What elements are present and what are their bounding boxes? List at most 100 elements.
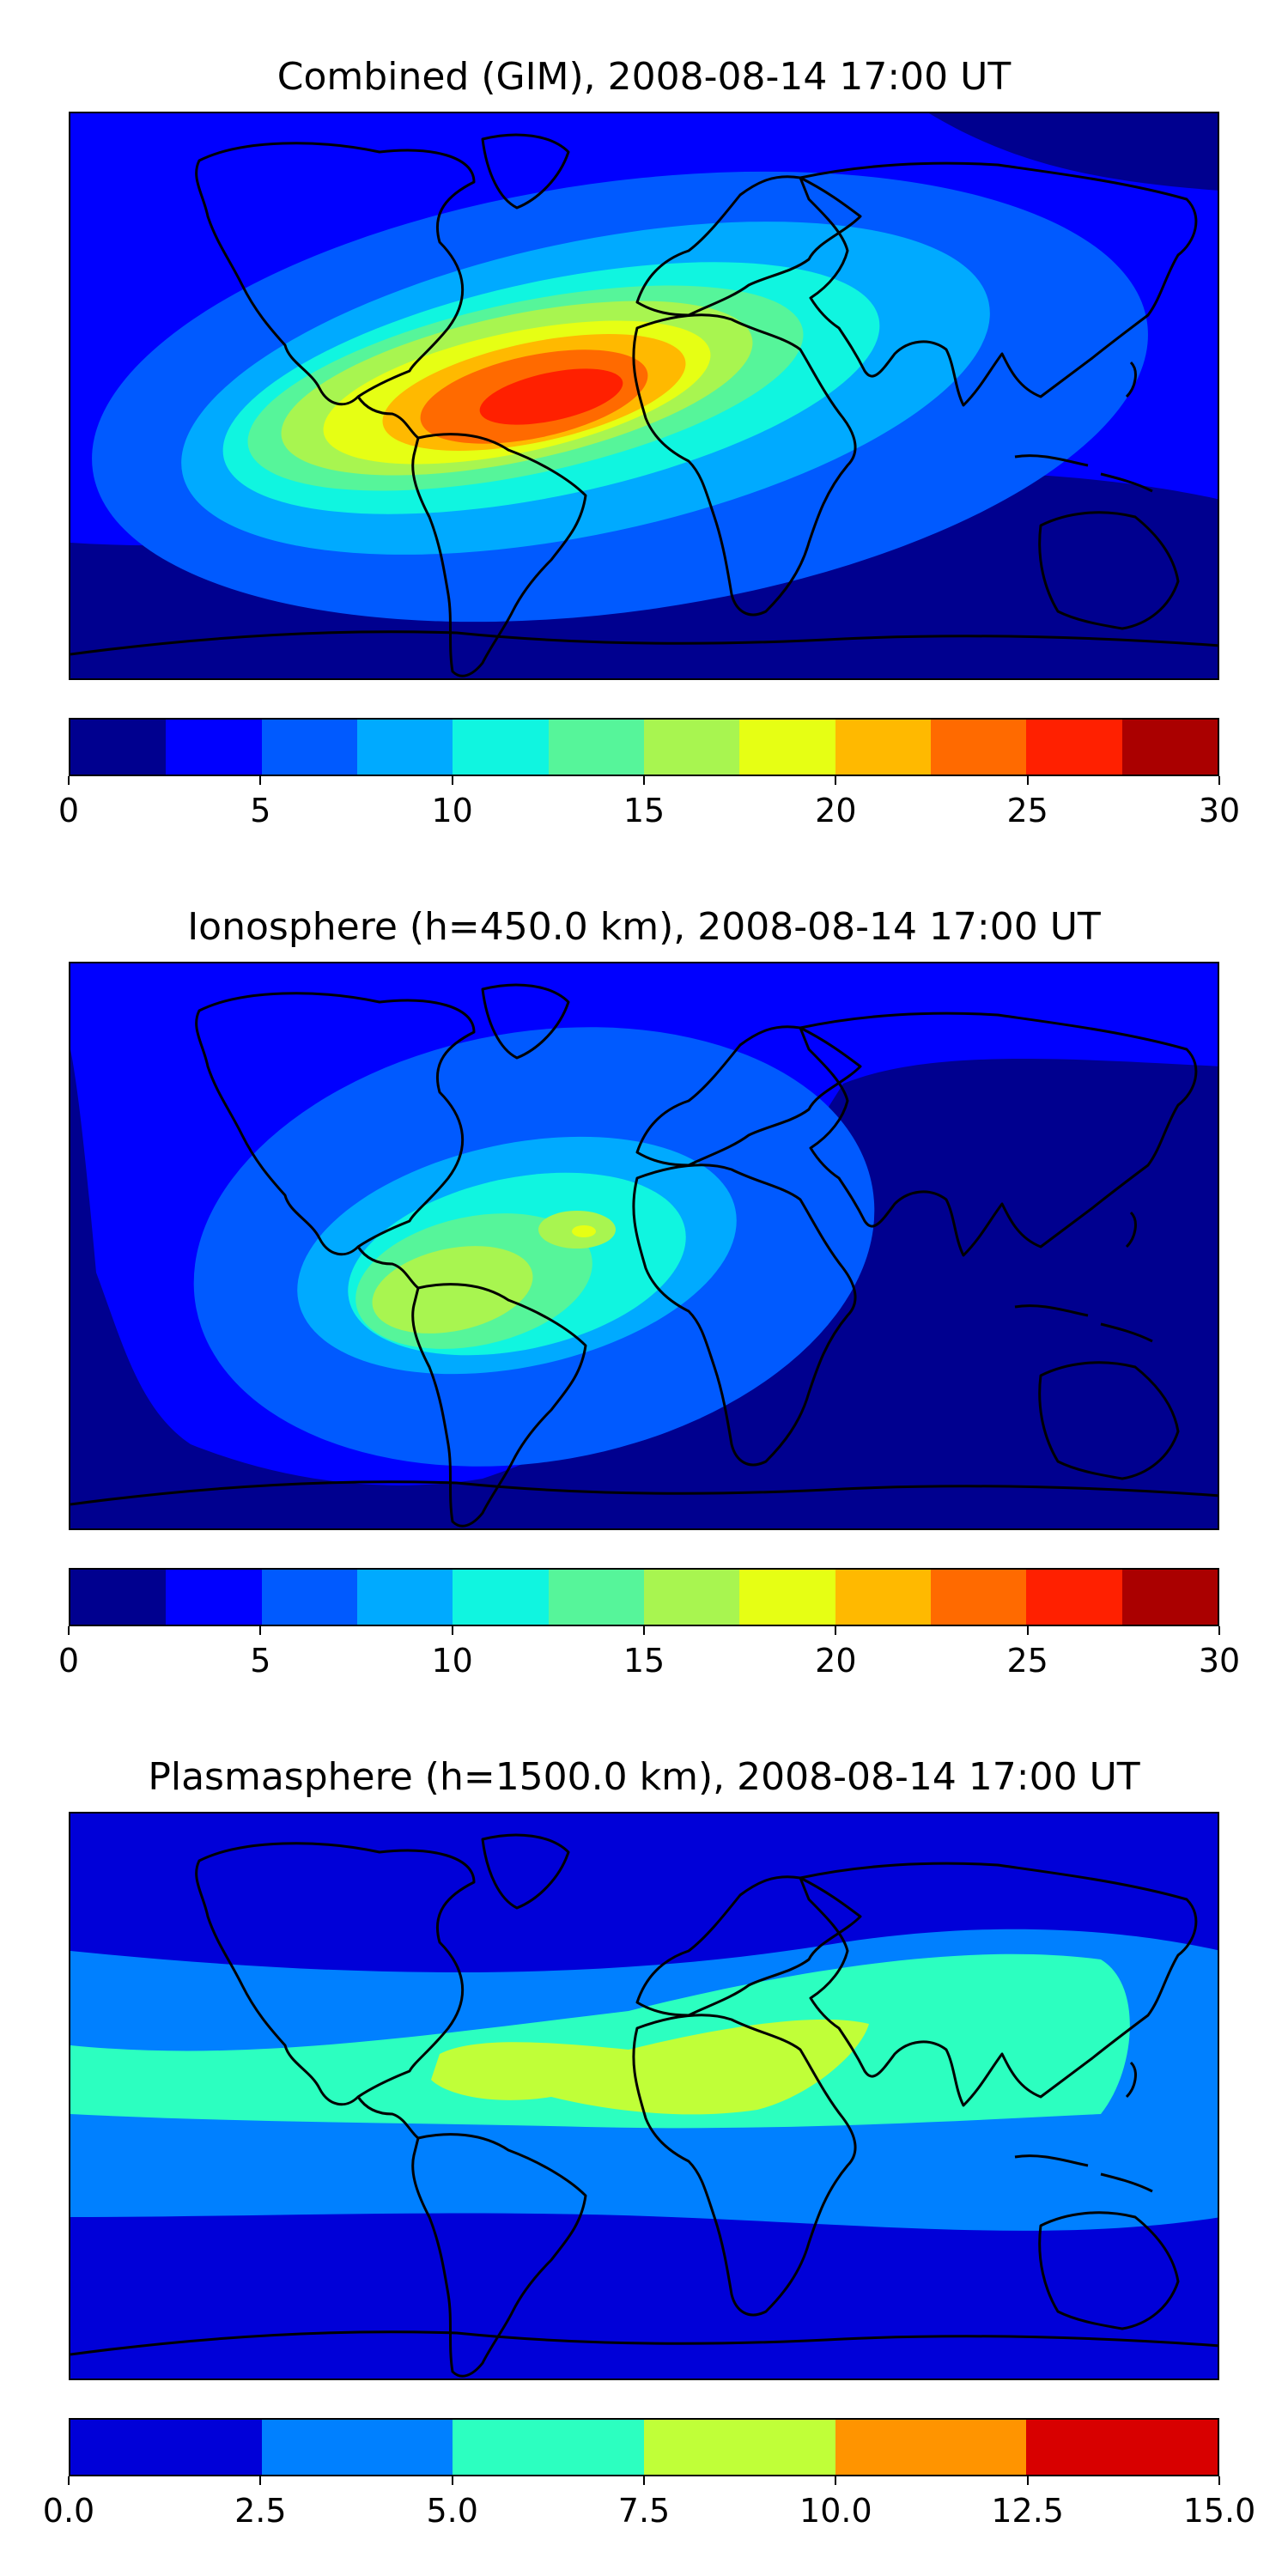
coastline [1014, 361, 1153, 493]
coastline [481, 1833, 570, 1910]
colorbar-segment [1026, 2420, 1218, 2475]
colorbar-tick-label: 10 [431, 1642, 473, 1680]
coastline [411, 1283, 587, 1528]
colorbar-tick-label: 5.0 [426, 2492, 478, 2530]
coastline [356, 2096, 419, 2140]
coastline [632, 313, 857, 617]
colorbar-tick-label: 7.5 [617, 2492, 671, 2530]
contour-band [929, 113, 1218, 191]
coastline [195, 1842, 476, 2106]
combined-map [69, 112, 1219, 680]
colorbar-segment [644, 2420, 835, 2475]
colorbar-segment [548, 720, 644, 775]
colorbar-tick-label: 0.0 [42, 2492, 95, 2530]
colorbar-tick-label: 30 [1198, 1642, 1241, 1680]
colorbar-tick-label: 5 [250, 1642, 271, 1680]
colorbar-segment [356, 720, 453, 775]
coastline [195, 992, 476, 1256]
colorbar-segment [548, 1570, 644, 1625]
combined-map-title: Combined (GIM), 2008-08-14 17:00 UT [276, 55, 1012, 99]
colorbar-segment [1121, 1570, 1218, 1625]
colorbar-segment [1026, 1570, 1122, 1625]
colorbar-segment [453, 2420, 645, 2475]
coastline [632, 1163, 857, 1467]
coastline [799, 1012, 1198, 1257]
plasmasphere-map-title: Plasmasphere (h=1500.0 km), 2008-08-14 1… [148, 1755, 1140, 1799]
contour-band [70, 1953, 1130, 2129]
colorbar-tick-label: 25 [1006, 792, 1048, 829]
colorbar-segment [739, 1570, 835, 1625]
colorbar-tick-label: 0 [58, 1642, 80, 1680]
coastline [195, 142, 476, 406]
colorbar-segment [261, 720, 357, 775]
plasmasphere-contour-plot [70, 1814, 1218, 2379]
colorbar-segment [70, 720, 167, 775]
colorbar-tick-label: 10.0 [799, 2492, 872, 2530]
colorbar-segment [739, 720, 835, 775]
colorbar-segment [835, 720, 931, 775]
colorbar-tick-label: 15.0 [1182, 2492, 1256, 2530]
colorbar-tick-label: 10 [431, 792, 473, 829]
colorbar-tick-label: 20 [815, 792, 857, 829]
ionosphere-colorbar [69, 1568, 1219, 1626]
coastline [1014, 2061, 1153, 2193]
colorbar-segment [356, 1570, 453, 1625]
colorbar-segment [643, 1570, 740, 1625]
coastline [1038, 1361, 1180, 1480]
coastline [799, 161, 1198, 407]
coastline [635, 1875, 862, 2017]
coastline [70, 630, 1218, 656]
colorbar-tick-label: 2.5 [234, 2492, 287, 2530]
coastline [356, 1246, 419, 1290]
colorbar-tick-label: 12.5 [991, 2492, 1064, 2530]
colorbar-tick-label: 0 [58, 792, 80, 829]
colorbar-segment [1121, 720, 1218, 775]
coastline [481, 983, 570, 1060]
coastline [635, 1025, 862, 1167]
colorbar-tick-label: 15 [623, 1642, 665, 1680]
plasmasphere-colorbar-ticks: 0.0 2.5 5.0 7.5 10.0 12.5 15.0 [43, 2476, 1255, 2530]
colorbar-tick-label: 15 [623, 792, 665, 829]
colorbar-segment [930, 1570, 1027, 1625]
contour-band [431, 2019, 869, 2115]
combined-colorbar-ticks: 0 5 10 15 20 25 30 [58, 776, 1240, 829]
coastline [356, 396, 419, 440]
colorbar-segment [835, 2420, 1027, 2475]
colorbar-tick-label: 30 [1198, 792, 1241, 829]
colorbar-tick-label: 5 [250, 792, 271, 829]
colorbar-segment [930, 720, 1027, 775]
colorbar-tick-label: 25 [1006, 1642, 1048, 1680]
coastline [1038, 2211, 1180, 2330]
colorbar-segment [453, 1570, 549, 1625]
coastline [632, 2014, 857, 2317]
ionosphere-colorbar-ticks: 0 5 10 15 20 25 30 [58, 1626, 1240, 1680]
combined-contour-plot [70, 113, 1218, 678]
coastline [411, 433, 587, 677]
coastline [481, 133, 570, 210]
coastline [70, 2330, 1218, 2356]
ionosphere-map-title: Ionosphere (h=450.0 km), 2008-08-14 17:0… [187, 905, 1101, 949]
colorbar-tick-label: 20 [815, 1642, 857, 1680]
coastline [1038, 511, 1180, 630]
colorbar-segment [166, 720, 262, 775]
ionosphere-map [69, 962, 1219, 1530]
coastline [635, 175, 862, 317]
colorbar-segment [643, 720, 740, 775]
coastline [1014, 1211, 1153, 1343]
ionosphere-contour-plot [70, 963, 1218, 1528]
colorbar-segment [453, 720, 549, 775]
contour-band [479, 368, 623, 425]
colorbar-segment [70, 1570, 167, 1625]
colorbar-segment [70, 2420, 262, 2475]
colorbar-segment [835, 1570, 931, 1625]
plasmasphere-colorbar [69, 2418, 1219, 2476]
colorbar-segment [166, 1570, 262, 1625]
plasmasphere-map [69, 1812, 1219, 2380]
colorbar-segment [1026, 720, 1122, 775]
combined-colorbar [69, 718, 1219, 776]
colorbar-segment [261, 2420, 453, 2475]
colorbar-segment [261, 1570, 357, 1625]
coastline [70, 1480, 1218, 1506]
coastline [411, 2133, 587, 2378]
coastline [799, 1862, 1198, 2107]
